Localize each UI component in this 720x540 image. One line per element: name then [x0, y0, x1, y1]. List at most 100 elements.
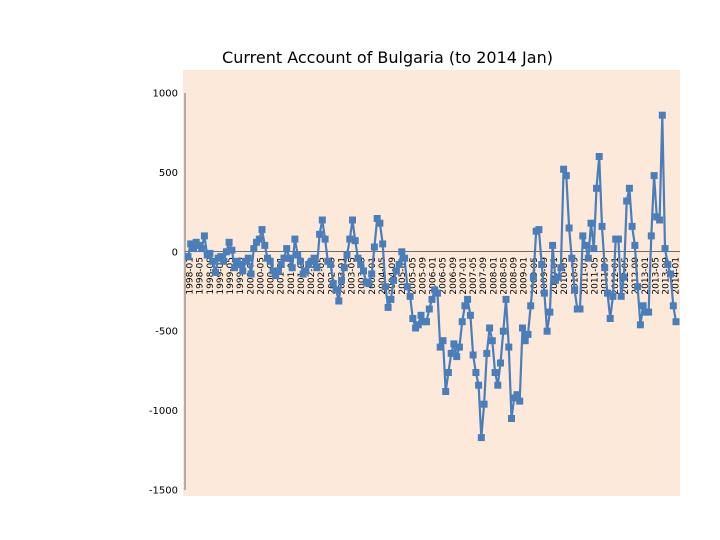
data-point: [636, 321, 644, 329]
data-point: [497, 359, 504, 367]
data-point: [357, 261, 365, 268]
data-point: [414, 321, 422, 329]
data-point: [656, 216, 664, 224]
data-point: [647, 232, 655, 240]
data-point: [650, 172, 658, 180]
data-point: [316, 230, 324, 238]
x-tick-label: 2010-05: [560, 257, 570, 295]
data-point: [250, 245, 258, 253]
x-tick-label: 1999-01: [216, 257, 226, 295]
data-point: [631, 241, 639, 249]
data-point: [217, 253, 225, 261]
data-point: [524, 330, 532, 338]
x-tick-label: 2009-01: [520, 257, 530, 295]
x-tick-label: 1998-01: [186, 257, 196, 295]
x-tick-label: 2002-05: [317, 257, 327, 295]
x-tick-label: 2005-05: [408, 257, 418, 295]
x-tick-label: 2000-05: [256, 257, 266, 295]
y-tick-label: -1500: [149, 486, 178, 497]
data-point: [598, 222, 606, 230]
data-point: [458, 318, 466, 326]
data-point: [475, 381, 483, 389]
x-tick-label: 2007-09: [479, 257, 489, 295]
data-point: [327, 261, 335, 268]
x-tick-label: 2010-09: [570, 257, 580, 295]
x-tick-label: 1998-09: [206, 257, 216, 295]
data-point: [529, 273, 537, 281]
chart-title: Current Account of Bulgaria (to 2014 Jan…: [222, 48, 553, 67]
data-point: [601, 264, 609, 272]
data-point: [310, 254, 318, 262]
data-point: [554, 273, 562, 281]
data-point: [200, 232, 208, 240]
data-point: [247, 270, 255, 278]
data-point: [360, 267, 367, 275]
data-point: [568, 254, 576, 262]
data-point: [502, 295, 510, 303]
data-point: [483, 349, 491, 357]
data-point: [494, 381, 502, 389]
data-point: [562, 172, 570, 180]
data-point: [428, 295, 436, 303]
data-point: [228, 246, 236, 254]
data-point: [469, 351, 477, 359]
x-tick-label: 2002-01: [307, 257, 317, 295]
data-point: [614, 235, 622, 243]
data-point: [236, 261, 244, 268]
data-point: [508, 415, 515, 422]
data-point: [450, 340, 458, 348]
data-point: [505, 343, 513, 351]
data-point: [211, 268, 219, 276]
data-point: [346, 235, 354, 243]
data-point: [571, 286, 579, 294]
data-point: [623, 197, 631, 205]
x-tick-label: 2005-01: [398, 257, 408, 295]
data-point: [486, 324, 494, 332]
x-tick-label: 2001-05: [287, 257, 297, 295]
data-point: [222, 248, 230, 256]
data-point: [521, 337, 529, 345]
data-point: [645, 308, 653, 316]
data-point: [488, 337, 496, 345]
x-tick-label: 2007-05: [469, 257, 479, 295]
data-point: [658, 111, 666, 119]
data-point: [565, 224, 573, 232]
data-point: [582, 241, 589, 249]
data-point: [373, 215, 381, 222]
data-point: [280, 254, 288, 262]
data-point: [395, 261, 403, 268]
x-tick-label: 1999-05: [226, 257, 236, 295]
data-point: [442, 388, 450, 395]
data-point: [349, 216, 356, 224]
data-point: [277, 261, 285, 268]
data-point: [590, 245, 598, 253]
data-point: [549, 241, 557, 249]
x-tick-label: 2011-01: [580, 257, 590, 295]
data-point: [634, 283, 642, 291]
x-tick-label: 2006-01: [429, 257, 439, 295]
data-point: [535, 226, 543, 234]
data-point: [272, 272, 280, 280]
data-point: [406, 292, 414, 300]
data-point: [198, 245, 206, 253]
x-tick-label: 2003-05: [348, 257, 358, 295]
x-tick-label: 2004-09: [388, 257, 398, 295]
x-tick-label: 2013-05: [651, 257, 661, 295]
x-tick-label: 2012-01: [611, 257, 621, 295]
data-point: [455, 343, 463, 351]
data-point: [302, 267, 310, 275]
data-point: [491, 369, 499, 376]
x-tick-label: 2003-09: [358, 257, 368, 295]
data-point: [584, 254, 592, 262]
x-tick-label: 2001-01: [277, 257, 287, 295]
x-tick-label: 2007-01: [459, 257, 469, 295]
data-point: [387, 295, 395, 303]
data-point: [379, 240, 387, 248]
data-point: [376, 219, 384, 227]
data-point: [587, 219, 595, 227]
data-point: [453, 353, 461, 361]
data-point: [275, 267, 282, 275]
data-point: [294, 251, 302, 259]
data-point: [516, 397, 524, 405]
